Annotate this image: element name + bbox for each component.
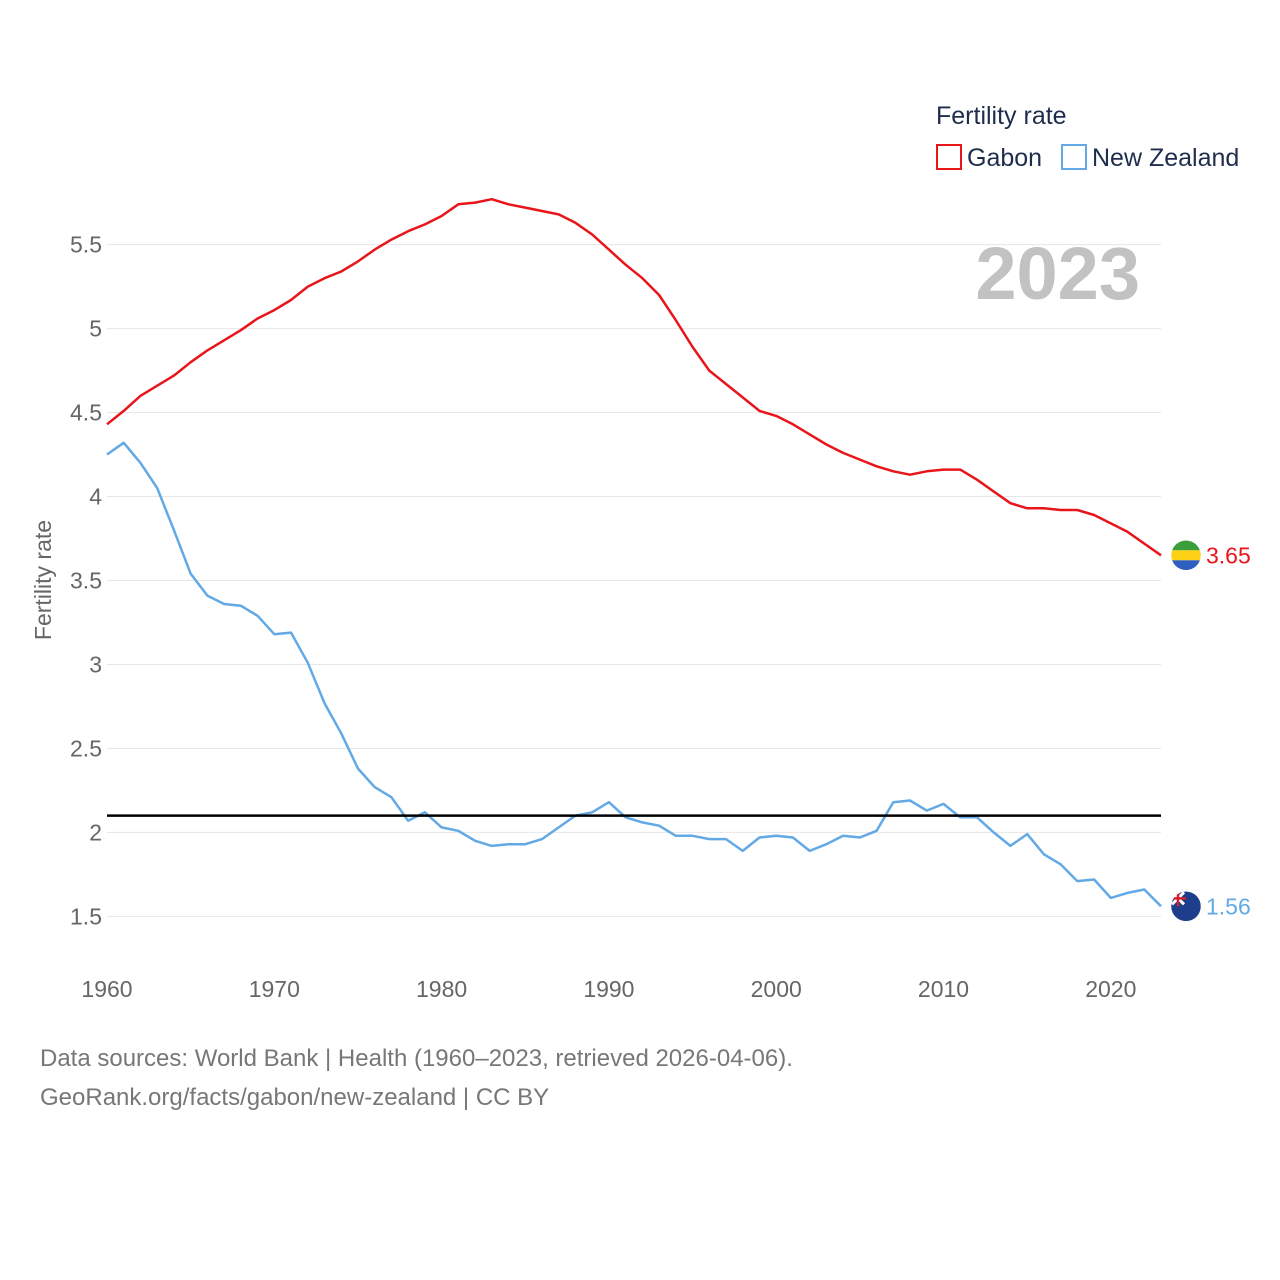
y-axis-label: Fertility rate	[30, 520, 56, 640]
grid-lines	[107, 244, 1161, 917]
y-tick-label: 1.5	[70, 903, 102, 929]
x-tick-label: 1960	[81, 976, 132, 1002]
x-tick-label: 1990	[583, 976, 634, 1002]
legend-label-new-zealand: New Zealand	[1092, 144, 1239, 172]
legend-swatch-gabon	[936, 144, 962, 170]
y-axis-ticks: 1.5 2 2.5 3 3.5 4 4.5 5 5.5	[70, 232, 102, 930]
legend-title: Fertility rate	[936, 102, 1067, 130]
series-line-new-zealand[interactable]	[106, 441, 1162, 908]
footer-sources: Data sources: World Bank | Health (1960–…	[40, 1045, 793, 1072]
x-axis-ticks: 1960 1970 1980 1990 2000 2010 2020	[81, 976, 1136, 1002]
series-end-markers: 3.65 1.56	[1170, 540, 1251, 922]
y-tick-label: 5	[89, 316, 102, 342]
x-tick-label: 2010	[918, 976, 969, 1002]
legend-swatch-new-zealand	[1061, 144, 1087, 170]
x-tick-label: 1970	[249, 976, 300, 1002]
end-value-label-new-zealand: 1.56	[1206, 893, 1251, 919]
y-tick-label: 4	[89, 484, 102, 510]
flag-gabon-icon	[1171, 540, 1201, 571]
end-value-label-gabon: 3.65	[1206, 542, 1251, 568]
y-tick-label: 3	[89, 651, 102, 677]
y-tick-label: 2.5	[70, 735, 102, 761]
series-lines	[106, 197, 1162, 908]
y-tick-label: 5.5	[70, 232, 102, 258]
y-tick-label: 4.5	[70, 400, 102, 426]
series-line-gabon[interactable]	[106, 197, 1162, 557]
x-tick-label: 1980	[416, 976, 467, 1002]
legend[interactable]: Fertility rate Gabon New Zealand	[936, 102, 1239, 172]
legend-item-gabon[interactable]: Gabon	[936, 144, 1042, 172]
y-tick-label: 3.5	[70, 568, 102, 594]
flag-new-zealand-icon	[1171, 891, 1201, 922]
x-tick-label: 2020	[1085, 976, 1136, 1002]
footer-credit[interactable]: GeoRank.org/facts/gabon/new-zealand | CC…	[40, 1084, 550, 1111]
y-tick-label: 2	[89, 819, 102, 845]
year-label: 2023	[975, 232, 1140, 315]
legend-item-new-zealand[interactable]: New Zealand	[1061, 144, 1239, 172]
legend-label-gabon: Gabon	[967, 144, 1042, 172]
x-tick-label: 2000	[751, 976, 802, 1002]
